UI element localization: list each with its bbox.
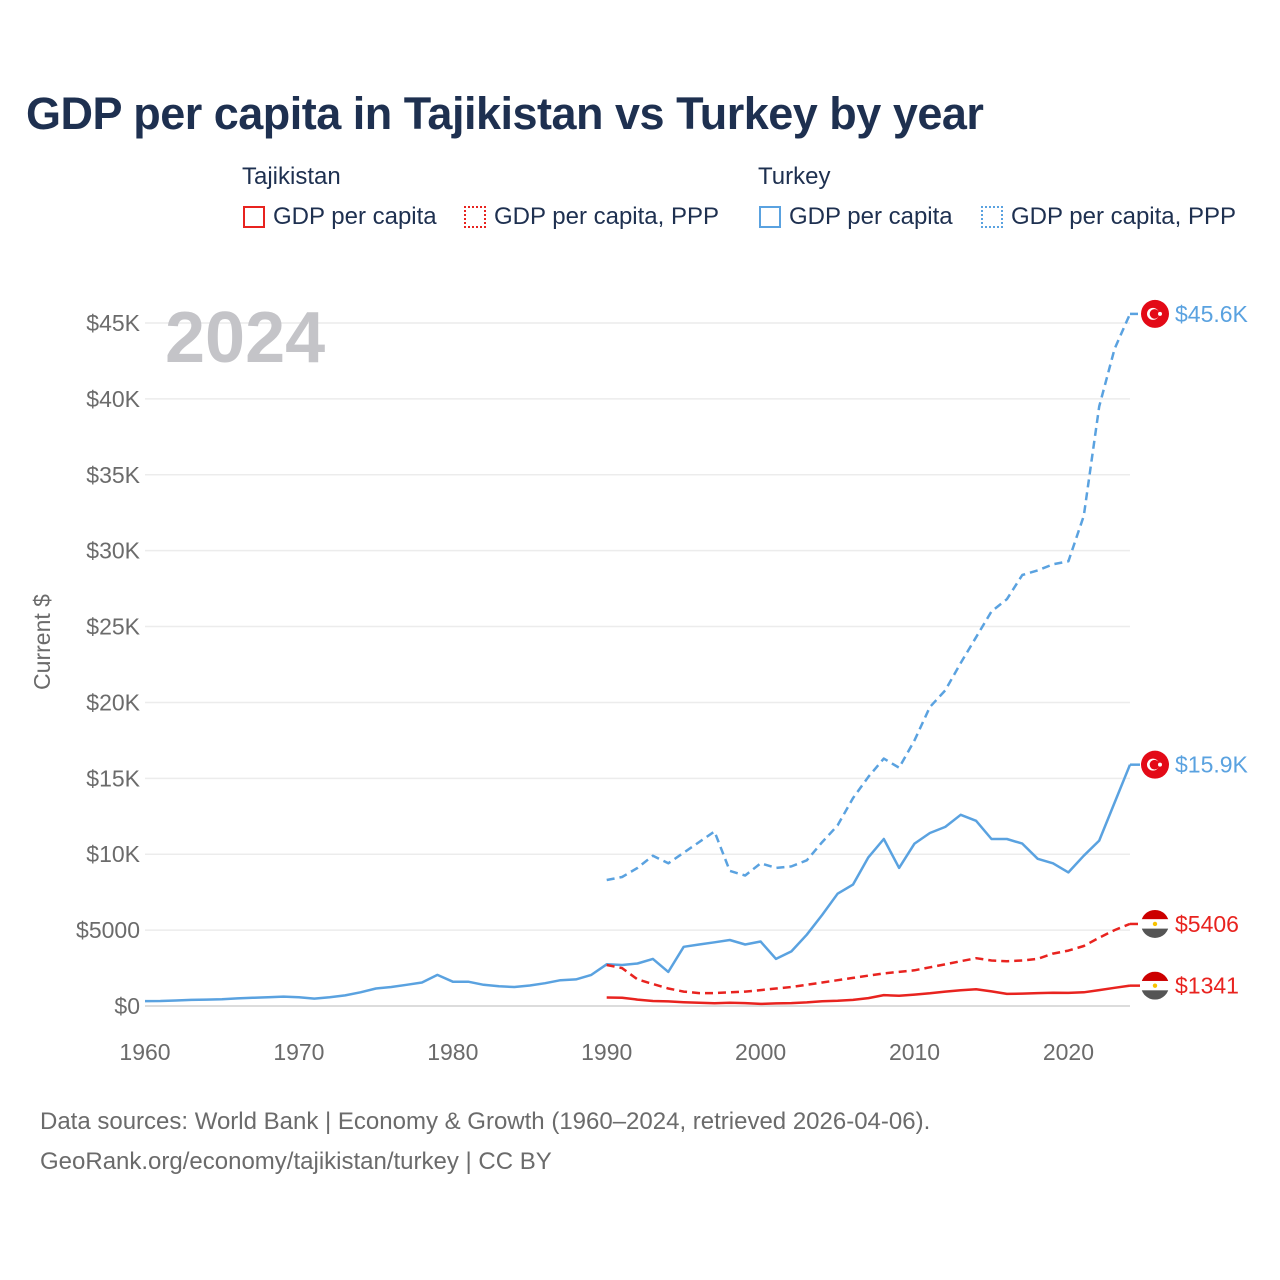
x-axis-ticks: 1960 1970 1980 1990 2000 2010 2020 (119, 1039, 1094, 1065)
footer-credit[interactable]: GeoRank.org/economy/tajikistan/turkey | … (40, 1148, 552, 1175)
y-axis-title: Current $ (29, 594, 55, 690)
tajikistan-flag-icon (1141, 971, 1169, 1000)
footer-sources: Data sources: World Bank | Economy & Gro… (40, 1108, 931, 1135)
flag-star (1158, 311, 1162, 316)
legend-label: GDP per capita (789, 203, 953, 230)
legend-group-turkey: Turkey (758, 163, 831, 190)
year-watermark: 2024 (165, 298, 325, 378)
flag-crescent-inner (1149, 309, 1160, 319)
y-tick-label: $25K (86, 614, 140, 640)
tajikistan-flag-icon (1141, 909, 1169, 938)
x-tick-label: 1960 (119, 1039, 170, 1065)
y-axis-ticks: $0 $5000 $10K $15K $20K $25K $30K $35K $40K $45K (76, 310, 141, 1019)
flag-crown (1152, 983, 1158, 988)
legend-group-tajikistan: Tajikistan (242, 163, 341, 190)
legend-item-turkey-gdp[interactable]: GDP per capita (759, 203, 953, 231)
series-line (606, 922, 1131, 995)
x-tick-label: 2020 (1043, 1039, 1094, 1065)
y-tick-label: $35K (86, 462, 140, 488)
y-tick-label: $20K (86, 689, 140, 715)
flag-crown (1152, 921, 1158, 927)
line-chart: $0$5000$10K$15K$20K$25K$30K$35K$40K$45K … (29, 298, 1249, 1065)
series-line (144, 764, 1132, 1003)
x-tick-label: 1980 (427, 1039, 478, 1065)
flag-dark-stripe (1141, 990, 1169, 1000)
x-tick-label: 2000 (735, 1039, 786, 1065)
y-tick-label: $40K (86, 386, 140, 412)
y-tick-label: $15K (86, 765, 140, 791)
flag-star (1158, 762, 1162, 767)
end-value-label: $45.6K (1175, 301, 1249, 327)
gridlines (145, 322, 1130, 1007)
flag-dark-stripe (1141, 928, 1169, 938)
turkey-flag-icon (1141, 299, 1169, 328)
series-line (606, 984, 1131, 1006)
y-tick-label: $30K (86, 538, 140, 564)
chart-title: GDP per capita in Tajikistan vs Turkey b… (26, 88, 984, 139)
legend-swatch-solid-blue (759, 206, 781, 228)
y-tick-label: $45K (86, 310, 140, 336)
series-lines (144, 313, 1132, 1006)
legend-item-tajikistan-gdp-ppp[interactable]: GDP per capita, PPP (464, 203, 719, 231)
y-tick-label: $5000 (76, 917, 140, 943)
x-tick-label: 1990 (581, 1039, 632, 1065)
x-tick-label: 2010 (889, 1039, 940, 1065)
turkey-flag-icon (1141, 750, 1169, 779)
y-tick-label: $10K (86, 841, 140, 867)
end-labels: $45.6K $15.9K $5406 $1341 (1130, 299, 1249, 1000)
legend-swatch-dotted-red (464, 206, 486, 228)
legend-label: GDP per capita (273, 203, 437, 230)
flag-red-stripe (1141, 909, 1169, 920)
series-line (606, 313, 1132, 882)
end-value-label: $15.9K (1175, 752, 1249, 778)
legend-item-tajikistan-gdp[interactable]: GDP per capita (243, 203, 437, 231)
flag-crescent-inner (1149, 759, 1160, 770)
flag-red-stripe (1141, 971, 1169, 981)
legend-swatch-solid-red (243, 206, 265, 228)
y-tick-label: $0 (114, 993, 140, 1019)
legend-label: GDP per capita, PPP (1011, 203, 1236, 230)
legend-label: GDP per capita, PPP (494, 203, 719, 230)
end-value-label: $1341 (1175, 973, 1239, 999)
end-value-label: $5406 (1175, 911, 1239, 937)
legend-swatch-dotted-blue (981, 206, 1003, 228)
x-tick-label: 1970 (273, 1039, 324, 1065)
legend-item-turkey-gdp-ppp[interactable]: GDP per capita, PPP (981, 203, 1236, 231)
